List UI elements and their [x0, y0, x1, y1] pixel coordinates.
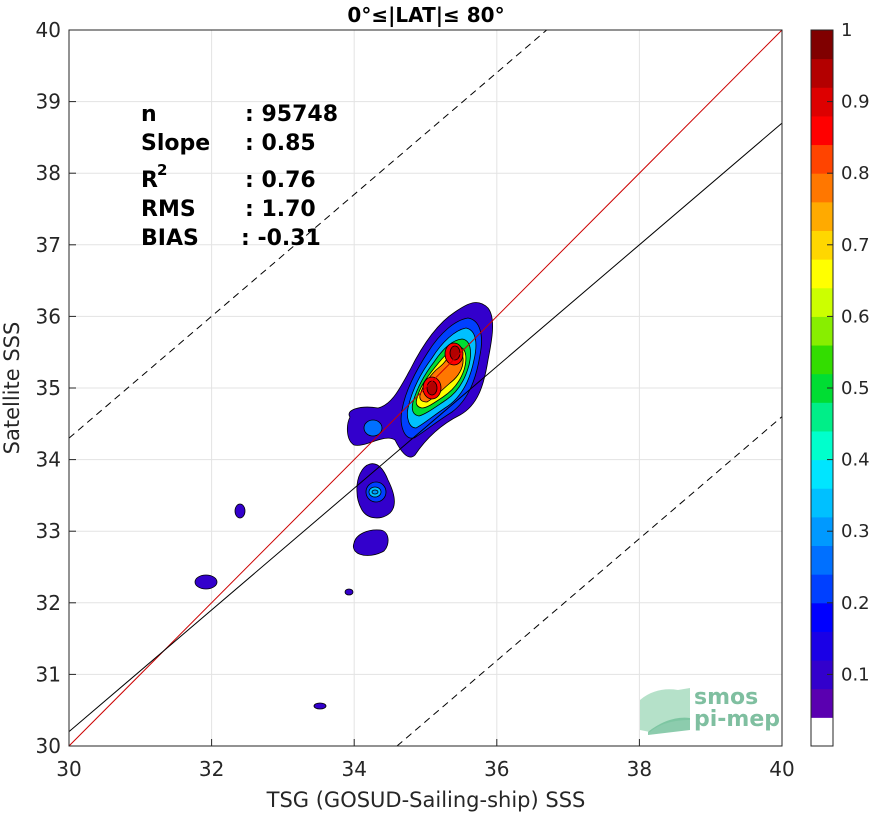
colorbar-band-2 [811, 660, 833, 690]
colorbar-band-17 [811, 230, 833, 260]
y-tick-labels: 30 31 32 33 34 35 36 37 38 39 40 [36, 18, 76, 758]
y-tick-label-9: 39 [36, 90, 61, 114]
contour-low-blob [352, 529, 389, 556]
stat-rms-label: RMS [141, 197, 196, 222]
one-to-one-line [69, 30, 782, 746]
colorbar-band-1 [811, 688, 833, 718]
colorbar-tick-label-5: 0.6 [841, 306, 870, 327]
logo-wave-icon-2 [648, 717, 690, 735]
colorbar-band-23 [811, 58, 833, 88]
y-tick-label-0: 30 [36, 734, 61, 758]
y-tick-label-1: 31 [36, 662, 61, 686]
logo-wave-icon [640, 688, 690, 732]
colorbar-tick-label-7: 0.8 [841, 163, 870, 184]
x-tick-label-3: 36 [484, 757, 509, 781]
y-tick-label-10: 40 [36, 18, 61, 42]
colorbar-tick-label-9: 1 [841, 20, 852, 41]
colorbar-tick-label-1: 0.2 [841, 593, 870, 614]
y-tick-label-8: 38 [36, 161, 61, 185]
colorbar-band-21 [811, 115, 833, 146]
contour-peak-lower-b [426, 380, 438, 396]
colorbar-tick-labels: 0.1 0.2 0.3 0.4 0.5 0.6 0.7 0.8 0.9 1 [827, 20, 870, 685]
colorbar-tick-label-6: 0.7 [841, 235, 870, 256]
colorbar-tick-label-0: 0.1 [841, 664, 870, 685]
smos-pi-mep-logo: smos pi-mep [640, 685, 780, 735]
stat-n-value: : 95748 [245, 102, 338, 127]
x-axis-label: TSG (GOSUD-Sailing-ship) SSS [266, 788, 586, 812]
colorbar-tick-label-2: 0.3 [841, 521, 870, 542]
stat-n-label: n [141, 102, 157, 127]
colorbar-band-15 [811, 287, 833, 317]
upper-dashed-line [69, 30, 548, 439]
stat-rms-value: : 1.70 [245, 197, 316, 222]
stat-r2-label: R [141, 168, 158, 193]
x-tick-label-5: 40 [769, 757, 794, 781]
x-tick-label-0: 30 [56, 757, 81, 781]
contour-isolated-4 [313, 702, 327, 710]
x-tick-labels: 30 32 34 36 38 40 [56, 739, 795, 781]
y-tick-label-3: 33 [36, 519, 61, 543]
contour-mid-blob-inner [363, 419, 383, 437]
colorbar-band-5 [811, 574, 833, 604]
colorbar-band-6 [811, 545, 833, 575]
colorbar-band-13 [811, 345, 833, 375]
stats-block: n : 95748 Slope : 0.85 R 2 : 0.76 RMS : … [141, 102, 338, 251]
colorbar-band-24 [811, 30, 833, 60]
y-tick-label-7: 37 [36, 233, 61, 257]
colorbar-band-16 [811, 259, 833, 289]
y-tick-label-6: 36 [36, 304, 61, 328]
y-tick-label-4: 34 [36, 448, 61, 472]
x-tick-label-2: 34 [341, 757, 366, 781]
stat-bias-value: : -0.31 [241, 226, 321, 251]
colorbar-band-14 [811, 316, 833, 346]
x-tick-label-4: 38 [627, 757, 652, 781]
stat-bias-label: BIAS [141, 226, 199, 251]
colorbar-band-19 [811, 173, 833, 203]
colorbar-band-0 [811, 717, 833, 747]
reference-lines [69, 30, 782, 746]
colorbar-tick-label-8: 0.9 [841, 92, 870, 113]
chart-title: 0°≤|LAT|≤ 80° [347, 3, 504, 27]
colorbar-band-7 [811, 516, 833, 547]
logo-line2: pi-mep [694, 707, 780, 732]
y-axis-label: Satellite SSS [0, 322, 24, 455]
contour-isolated-2 [194, 574, 218, 590]
colorbar-band-18 [811, 201, 833, 231]
contour-isolated-1 [234, 503, 246, 519]
colorbar-band-22 [811, 87, 833, 117]
colorbar-band-4 [811, 602, 833, 632]
colorbar-band-3 [811, 631, 833, 661]
colorbar-band-10 [811, 430, 833, 461]
density-contours [194, 302, 493, 710]
stat-slope-value: : 0.85 [245, 131, 316, 156]
regression-line [69, 122, 782, 733]
colorbar-tick-label-3: 0.4 [841, 450, 870, 471]
colorbar [811, 30, 833, 747]
stat-slope-label: Slope [141, 131, 210, 156]
stat-r2-value: : 0.76 [245, 168, 316, 193]
logo-line1: smos [694, 685, 758, 710]
y-tick-label-2: 32 [36, 591, 61, 615]
x-tick-label-1: 32 [199, 757, 224, 781]
lower-dashed-line [396, 416, 782, 746]
contour-small-blob-l4 [371, 489, 379, 495]
colorbar-band-8 [811, 488, 833, 518]
y-tick-label-5: 35 [36, 376, 61, 400]
colorbar-band-20 [811, 144, 833, 174]
colorbar-band-12 [811, 373, 833, 403]
contour-isolated-3 [344, 588, 354, 596]
colorbar-band-11 [811, 402, 833, 432]
colorbar-band-9 [811, 459, 833, 489]
colorbar-tick-label-4: 0.5 [841, 378, 870, 399]
stat-r2-sup: 2 [157, 161, 167, 179]
grid-lines [68, 29, 783, 747]
